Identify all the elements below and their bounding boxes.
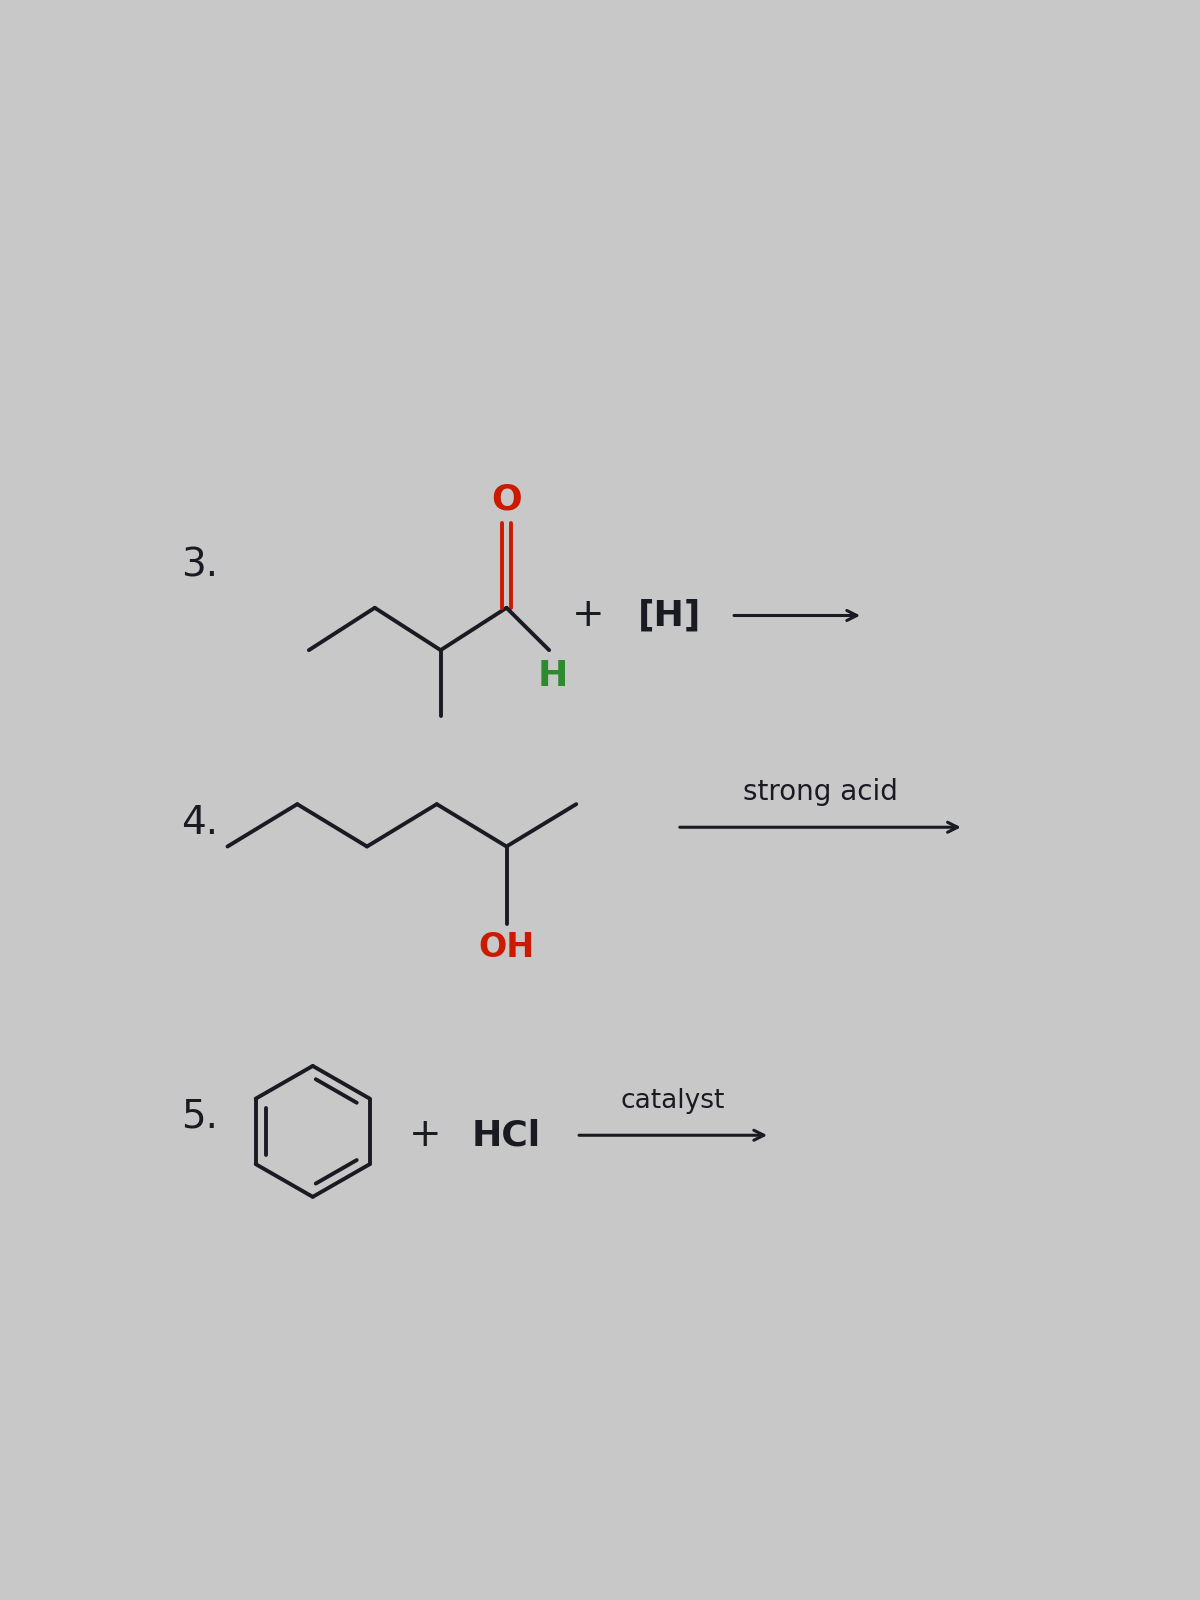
Text: HCl: HCl bbox=[472, 1118, 541, 1152]
Text: 5.: 5. bbox=[181, 1098, 218, 1134]
Text: OH: OH bbox=[479, 931, 535, 965]
Text: 4.: 4. bbox=[181, 805, 218, 842]
Text: +: + bbox=[409, 1117, 442, 1154]
Text: H: H bbox=[538, 659, 568, 693]
Text: O: O bbox=[491, 483, 522, 517]
Text: catalyst: catalyst bbox=[620, 1088, 725, 1114]
Text: [H]: [H] bbox=[637, 598, 701, 632]
Text: +: + bbox=[571, 597, 604, 635]
Text: strong acid: strong acid bbox=[743, 778, 898, 806]
Text: 3.: 3. bbox=[181, 547, 218, 584]
